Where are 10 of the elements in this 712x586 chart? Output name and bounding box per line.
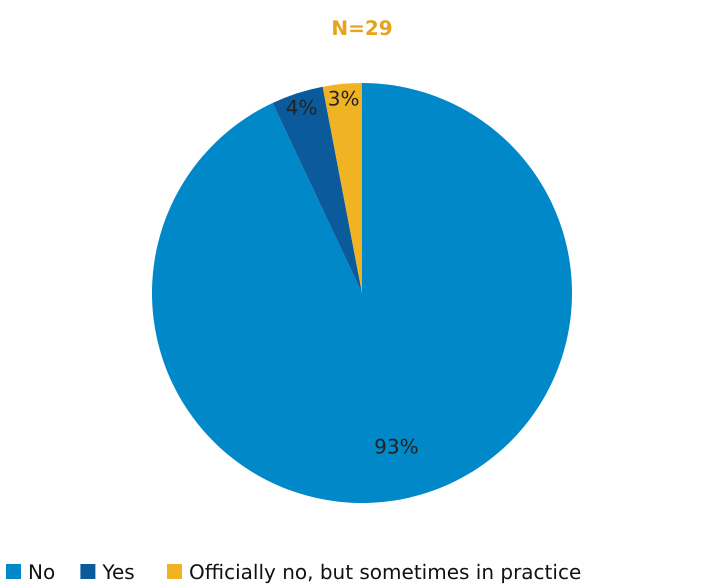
data-label: 4% [286,95,318,120]
data-label: 93% [374,434,419,459]
pie-slice [152,83,572,503]
pie-slice [272,86,362,293]
legend-label: Yes [101,560,135,584]
pie-slice [322,83,362,293]
legend-label: Officially no, but sometimes in practice [189,560,582,584]
chart-title: N=29 [331,16,393,40]
legend-label: No [28,560,56,584]
data-label: 3% [328,86,360,111]
